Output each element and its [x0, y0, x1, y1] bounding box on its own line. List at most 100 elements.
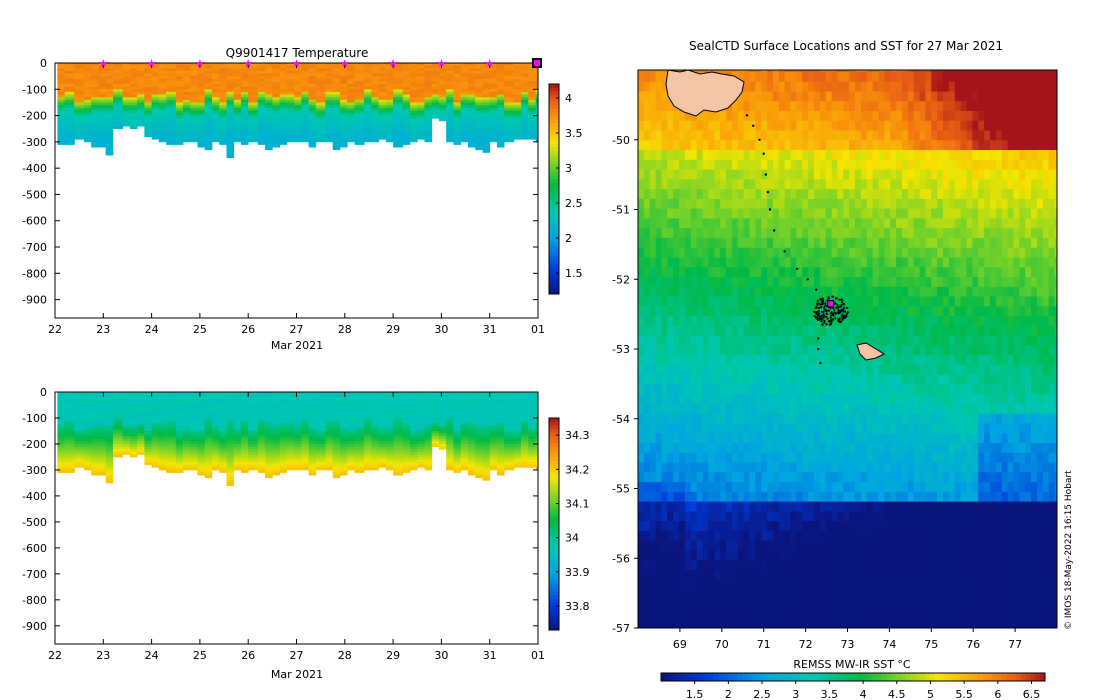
profile-cell — [393, 436, 404, 440]
profile-cell — [137, 99, 145, 103]
profile-cell — [279, 438, 288, 442]
profile-cell — [91, 459, 99, 463]
sst-cell — [673, 452, 680, 463]
surface-star-marker: ★ — [292, 57, 302, 70]
profile-cell — [513, 110, 522, 114]
y-tick-label: -700 — [22, 568, 47, 581]
profile-cell — [431, 399, 440, 403]
colorbar-segment — [549, 531, 559, 536]
profile-cell — [226, 144, 235, 148]
profile-cell — [446, 418, 454, 421]
profile-cell — [91, 433, 99, 437]
sst-cell — [714, 178, 721, 190]
profile-cell — [332, 81, 341, 85]
profile-cell — [504, 441, 515, 445]
sst-cell — [696, 217, 704, 229]
profile-cell — [151, 449, 160, 453]
profile-cell — [122, 112, 131, 116]
profile-cell — [340, 73, 348, 77]
profile-cell — [166, 410, 177, 414]
profile-cell — [535, 444, 539, 447]
profile-cell — [226, 118, 235, 122]
profile-cell — [233, 63, 242, 66]
profile-cell — [265, 441, 273, 445]
profile-cell — [64, 110, 75, 114]
profile-cell — [74, 433, 85, 437]
sst-cell — [690, 403, 698, 414]
profile-cell — [410, 81, 418, 85]
profile-cell — [248, 97, 259, 101]
profile-cell — [385, 99, 394, 103]
sst-cell — [679, 256, 686, 268]
colorbar-segment — [549, 619, 559, 624]
sst-cell — [679, 159, 686, 170]
profile-cell — [504, 407, 515, 411]
sst-cell — [643, 344, 651, 356]
profile-cell — [98, 399, 107, 403]
profile-cell — [453, 99, 462, 103]
sst-cell — [655, 491, 662, 502]
sst-cell — [638, 608, 645, 619]
sst-cell — [702, 393, 709, 404]
profile-cell — [393, 454, 404, 458]
sst-cell — [649, 100, 657, 111]
profile-cell — [272, 451, 280, 455]
profile-cell — [98, 433, 107, 437]
profile-cell — [98, 410, 107, 414]
profile-cell — [166, 89, 177, 93]
profile-cell — [129, 444, 138, 447]
profile-cell — [241, 415, 249, 419]
sst-cell — [667, 559, 674, 570]
profile-cell — [340, 472, 348, 476]
profile-cell — [535, 136, 539, 140]
sst-cell — [649, 501, 657, 512]
profile-cell — [144, 81, 152, 85]
profile-cell — [212, 112, 220, 116]
profile-cell — [129, 120, 138, 124]
sst-cell — [679, 549, 686, 561]
profile-cell — [364, 441, 372, 445]
profile-cell — [144, 402, 152, 406]
profile-cell — [272, 84, 280, 87]
profile-cell — [410, 70, 418, 74]
profile-cell — [308, 126, 317, 130]
profile-cell — [504, 120, 515, 124]
profile-cell — [482, 110, 491, 114]
profile-cell — [315, 94, 326, 98]
sst-cell — [720, 413, 727, 424]
profile-cell — [513, 68, 522, 72]
colorbar-segment — [549, 136, 559, 141]
colorbar-segment — [549, 626, 559, 631]
colorbar-segment — [549, 140, 559, 144]
profile-cell — [528, 91, 536, 95]
profile-cell — [272, 444, 280, 447]
profile-cell — [105, 451, 114, 455]
profile-cell — [482, 431, 491, 434]
profile-cell — [371, 112, 379, 116]
profile-cell — [453, 459, 462, 463]
profile-cell — [183, 86, 191, 90]
profile-cell — [272, 63, 280, 66]
profile-cell — [294, 428, 302, 432]
profile-cell — [325, 120, 334, 124]
sst-cell — [702, 110, 709, 121]
sst-cell — [720, 618, 727, 628]
sst-cell — [673, 491, 680, 502]
profile-cell — [105, 94, 114, 98]
profile-cell — [272, 118, 280, 122]
profile-cell — [402, 136, 411, 140]
profile-cell — [279, 405, 288, 408]
profile-cell — [233, 65, 242, 69]
profile-cell — [233, 428, 242, 432]
profile-cell — [402, 446, 411, 450]
profile-cell — [489, 449, 498, 453]
profile-cell — [417, 415, 425, 419]
profile-cell — [248, 397, 259, 401]
profile-cell — [279, 464, 288, 468]
profile-cell — [402, 89, 411, 93]
profile-cell — [347, 412, 355, 416]
profile-cell — [64, 131, 75, 135]
sst-cell — [720, 462, 727, 473]
profile-cell — [233, 418, 242, 421]
sst-cell — [696, 618, 704, 628]
